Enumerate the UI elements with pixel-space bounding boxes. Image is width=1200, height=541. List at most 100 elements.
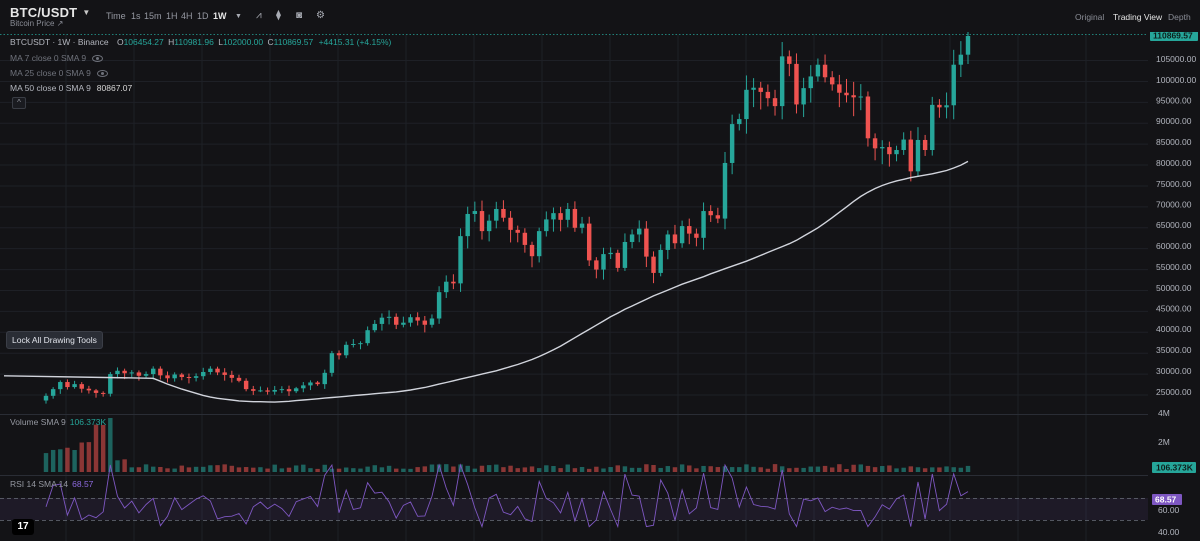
volume-bar — [787, 468, 792, 472]
timeframe-1w[interactable]: 1W — [213, 11, 227, 21]
candle-body — [258, 390, 263, 392]
volume-bar — [501, 467, 506, 472]
volume-bar — [808, 466, 813, 472]
axis-label-30000: 30000.00 — [1156, 366, 1192, 376]
settings-icon[interactable]: ⚙ — [316, 10, 325, 21]
candle-body — [908, 139, 914, 172]
timeframe-15m[interactable]: 15m — [144, 11, 162, 21]
candle-body — [844, 92, 849, 96]
axis-label-45000: 45000.00 — [1156, 304, 1192, 314]
volume-bar — [851, 464, 856, 472]
indicators-icon[interactable]: ⩘ — [256, 10, 262, 21]
volume-bar — [772, 464, 778, 472]
volume-bar — [279, 468, 285, 472]
candle-body — [143, 374, 149, 376]
candle-body — [794, 63, 799, 105]
symbol-selector[interactable]: BTC/USDT ▼ — [10, 4, 90, 22]
candle-body — [815, 64, 821, 77]
eye-icon[interactable] — [92, 55, 104, 62]
volume-bar — [115, 460, 120, 472]
volume-bar — [751, 466, 756, 472]
candle-body — [558, 213, 563, 220]
candle-body — [108, 374, 113, 394]
volume-bar — [887, 465, 892, 472]
volume-bar — [479, 465, 485, 472]
timeframe-1d[interactable]: 1D — [197, 11, 209, 21]
candle-body — [579, 223, 585, 228]
price-axis[interactable]: 105000.00 100000.00 95000.00 90000.00 85… — [1148, 0, 1200, 541]
volume-bar — [143, 464, 149, 472]
candle-body — [301, 385, 306, 389]
candle-body — [122, 370, 127, 374]
volume-bar — [944, 466, 949, 472]
candle-body — [858, 96, 864, 98]
price-axis-bg — [1148, 0, 1200, 541]
axis-label-85000: 85000.00 — [1156, 137, 1192, 147]
volume-bar — [637, 467, 642, 472]
volume-bar — [193, 466, 199, 472]
candle-body — [851, 95, 856, 98]
candle-body — [179, 374, 185, 378]
volume-bar — [65, 447, 70, 472]
volume-bar — [394, 468, 399, 472]
rsi-pane-label[interactable]: RSI 14 SMA 14 68.57 — [10, 479, 94, 489]
top-toolbar: BTC/USDT ▼ Bitcoin Price ↗ Time 1s 15m 1H… — [0, 0, 1200, 32]
legend-close: 110869.57 — [273, 37, 314, 47]
candle-body — [737, 119, 742, 125]
collapse-legend-button[interactable]: ^ — [12, 97, 26, 109]
candle-body — [729, 124, 735, 163]
indicator-ma7[interactable]: MA 7 close 0 SMA 9 — [10, 53, 104, 63]
candle-body — [772, 98, 778, 107]
view-trading-view[interactable]: Trading View — [1113, 12, 1163, 22]
camera-icon[interactable]: ◙ — [296, 10, 303, 21]
candle-body — [872, 138, 878, 149]
timeframe-4h[interactable]: 4H — [181, 11, 193, 21]
volume-bar — [86, 442, 92, 472]
tradingview-logo-icon[interactable]: 17 — [12, 519, 34, 535]
volume-bar — [108, 418, 113, 472]
candle-body — [79, 384, 84, 389]
volume-bar — [551, 466, 556, 472]
volume-bar — [701, 465, 706, 472]
candle-body — [715, 215, 721, 219]
axis-label-95000: 95000.00 — [1156, 96, 1192, 106]
indicator-ma25[interactable]: MA 25 close 0 SMA 9 — [10, 68, 108, 78]
lock-drawing-tools-tooltip: Lock All Drawing Tools — [6, 331, 103, 349]
candle-body — [86, 388, 92, 391]
volume-bar — [458, 464, 463, 472]
symbol-subtitle: Bitcoin Price ↗ — [10, 19, 64, 28]
candle-body — [494, 208, 499, 221]
candle-body — [880, 147, 885, 149]
eye-icon[interactable] — [96, 70, 108, 77]
volume-bar — [372, 465, 377, 472]
rsi-axis-60: 60.00 — [1158, 505, 1180, 515]
axis-label-55000: 55000.00 — [1156, 262, 1192, 272]
view-depth[interactable]: Depth — [1168, 12, 1191, 22]
volume-bar — [43, 453, 49, 472]
ma50-line — [3, 160, 969, 403]
candle-body — [551, 213, 556, 220]
candle-body — [808, 76, 813, 89]
volume-pane-label[interactable]: Volume SMA 9 106.373K — [10, 417, 107, 427]
volume-bar — [486, 465, 492, 472]
candle-body — [515, 229, 520, 233]
more-intervals-icon[interactable]: ▼ — [235, 13, 242, 20]
volume-bar — [629, 467, 635, 472]
volume-bar — [622, 466, 628, 472]
timeframe-1h[interactable]: 1H — [166, 11, 178, 21]
volume-bar — [687, 465, 692, 472]
indicator-ma50[interactable]: MA 50 close 0 SMA 9 80867.07 — [10, 83, 133, 93]
volume-bar — [937, 467, 942, 472]
timeframe-time[interactable]: Time — [106, 11, 126, 21]
volume-bar — [401, 468, 406, 472]
candle-body — [529, 244, 535, 257]
timeframe-1s[interactable]: 1s — [131, 11, 141, 21]
volume-bar — [508, 465, 513, 472]
volume-bar — [765, 468, 771, 472]
candle-body — [279, 389, 285, 391]
view-original[interactable]: Original — [1075, 12, 1105, 22]
chart-type-icon[interactable]: ⧫ — [276, 10, 281, 21]
caret-down-icon: ▼ — [82, 8, 91, 17]
candle-body — [822, 64, 828, 78]
